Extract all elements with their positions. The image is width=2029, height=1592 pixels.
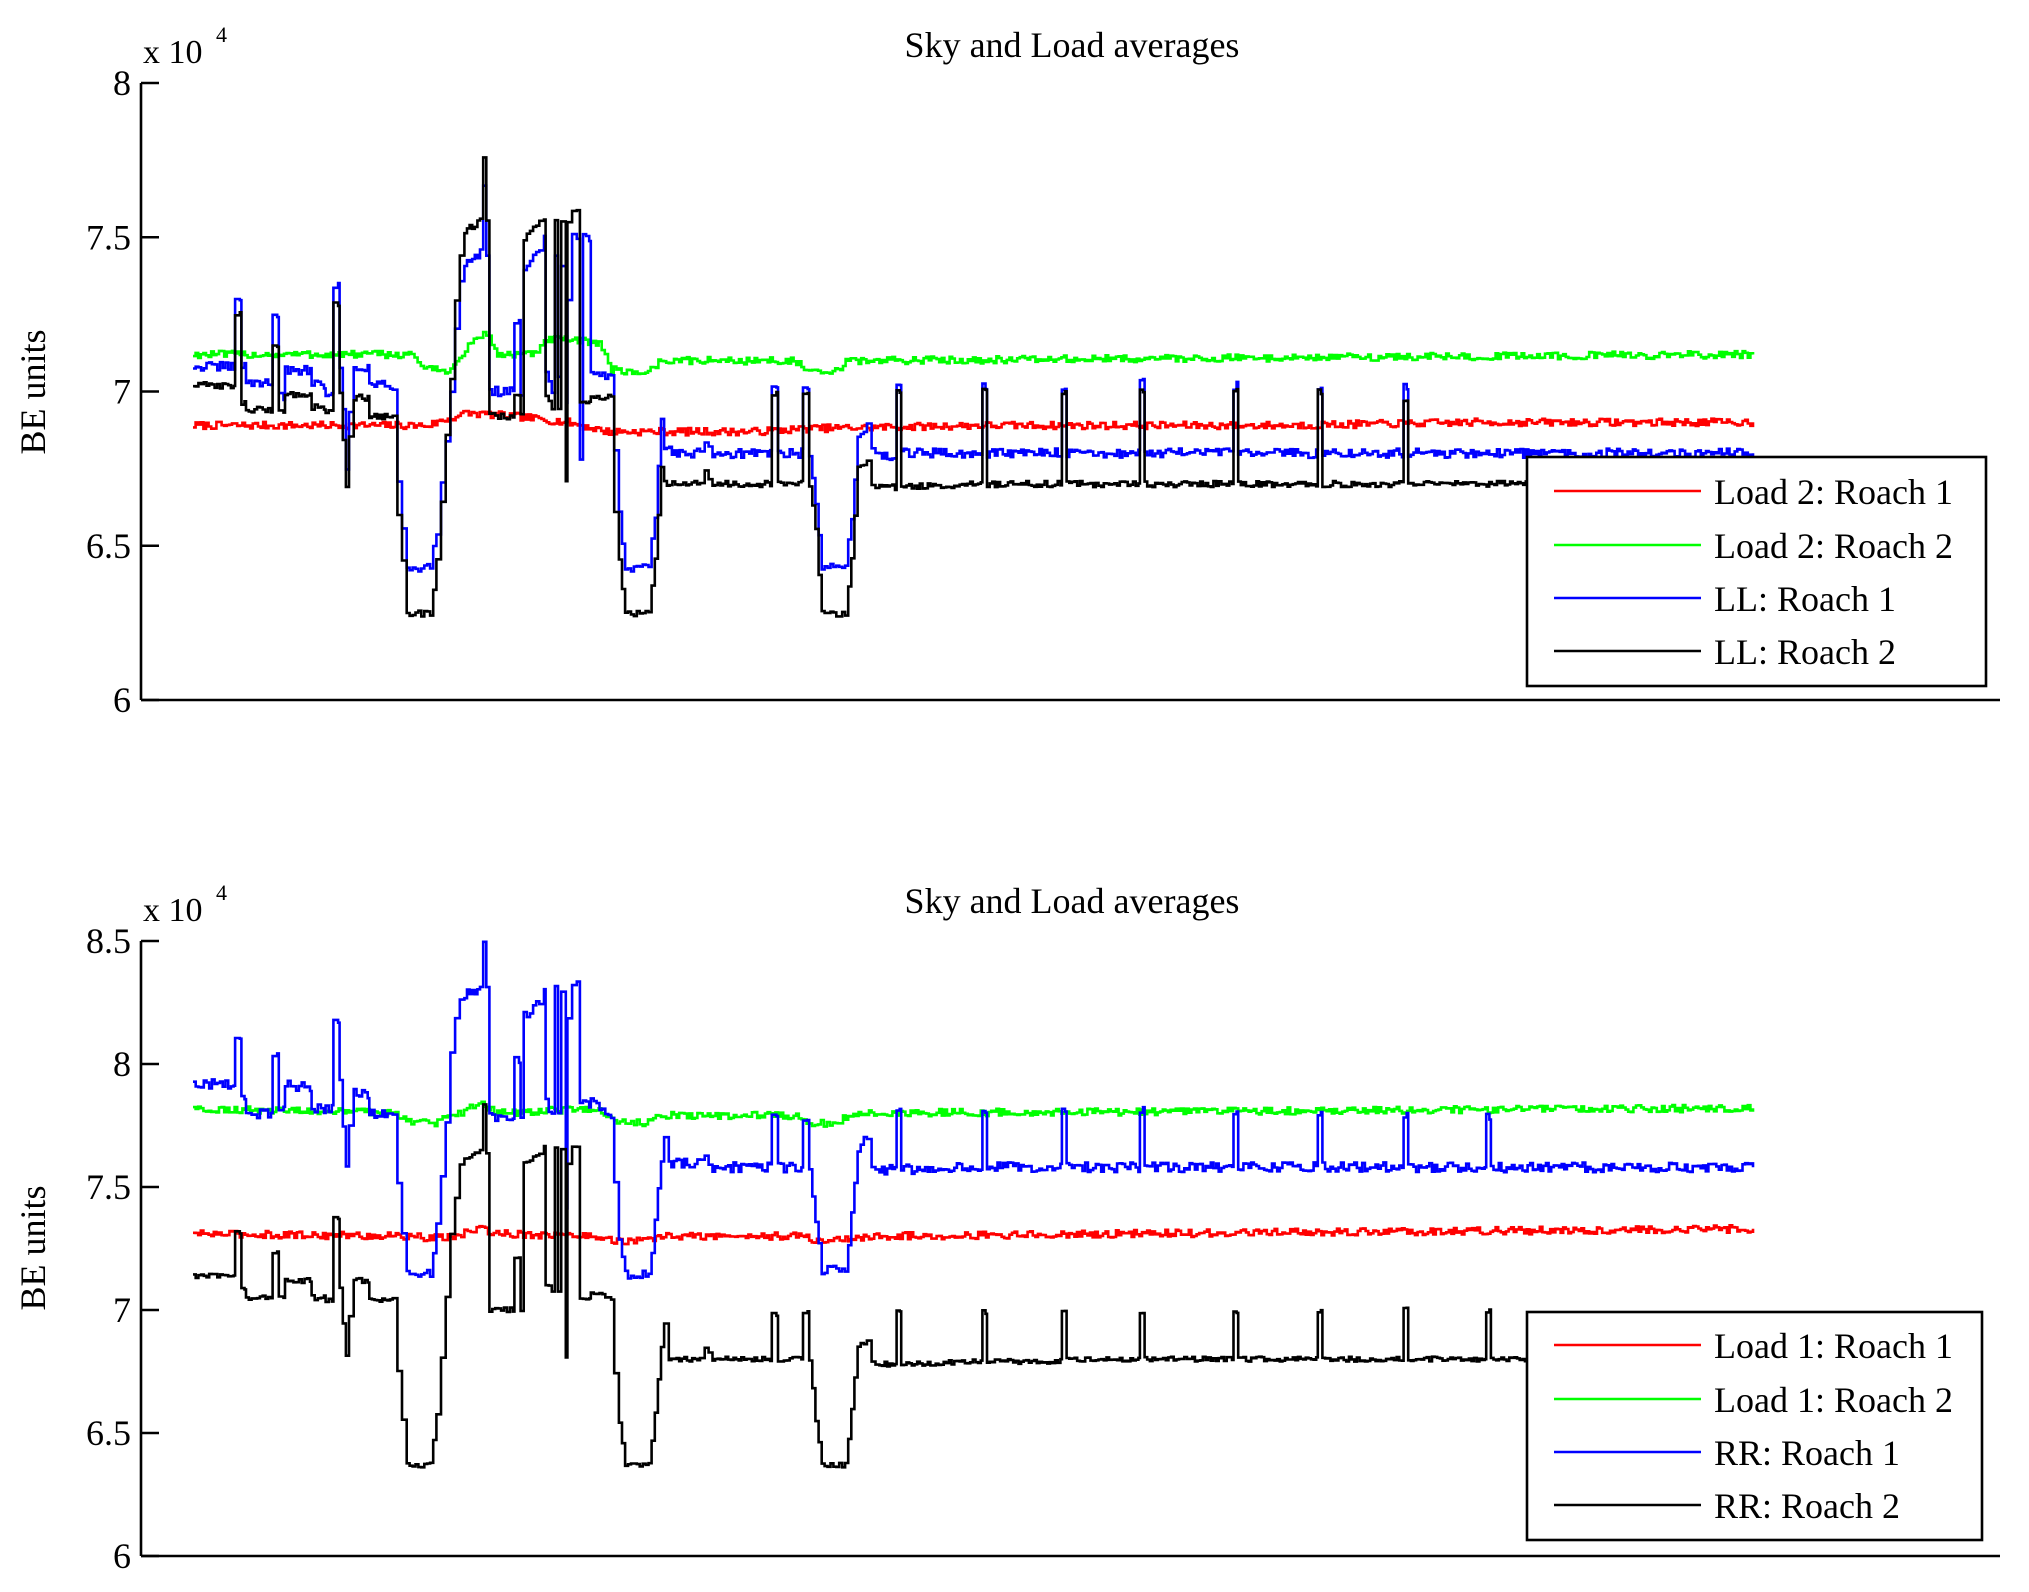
chart-title: Sky and Load averages <box>905 25 1240 65</box>
legend: Load 2: Roach 1 Load 2: Roach 2 LL: Roach … <box>1525 455 1988 688</box>
y-tick-label: 7.5 <box>86 217 131 257</box>
legend-label: Load 2: Roach 1 <box>1714 472 1953 512</box>
legend-item: Load 1: Roach 2 <box>1554 1380 1953 1420</box>
legend-label: LL: Roach 1 <box>1714 579 1896 619</box>
y-tick-label: 8.5 <box>86 921 131 961</box>
legend-item: LL: Roach 1 <box>1554 579 1896 619</box>
y-multiplier-exponent: 4 <box>216 22 227 47</box>
legend-item: Load 1: Roach 1 <box>1554 1326 1953 1366</box>
legend-label: RR: Roach 1 <box>1714 1433 1900 1473</box>
legend: Load 1: Roach 1 Load 1: Roach 2 RR: Roach … <box>1525 1310 1984 1542</box>
legend-label: Load 2: Roach 2 <box>1714 526 1953 566</box>
series-line-rr-roach-2 <box>193 1103 1755 1469</box>
series-line-load-2-roach-1 <box>193 409 1755 437</box>
series-line-load-1-roach-2 <box>193 1100 1755 1128</box>
series-line-load-1-roach-1 <box>193 1224 1755 1246</box>
y-tick-label: 8 <box>113 1044 131 1084</box>
legend-item: Load 2: Roach 2 <box>1554 526 1953 566</box>
y-multiplier: x 10 4 <box>143 880 227 929</box>
y-tick-label: 6 <box>113 1536 131 1576</box>
legend-label: Load 1: Roach 2 <box>1714 1380 1953 1420</box>
series-line-rr-roach-1 <box>193 940 1755 1280</box>
y-tick-label: 7 <box>113 372 131 412</box>
y-multiplier: x 10 4 <box>143 22 227 71</box>
y-tick-label: 6.5 <box>86 1413 131 1453</box>
y-multiplier-exponent: 4 <box>216 880 227 905</box>
legend-box <box>1525 1310 1984 1542</box>
chart-title: Sky and Load averages <box>905 881 1240 921</box>
y-multiplier-base: x 10 <box>143 34 203 71</box>
series-line-load-2-roach-2 <box>193 330 1755 376</box>
y-tick-label: 7 <box>113 1290 131 1330</box>
legend-label: Load 1: Roach 1 <box>1714 1326 1953 1366</box>
y-tick-label: 6.5 <box>86 526 131 566</box>
y-axis-label: BE units <box>13 1185 53 1310</box>
chart-top: Sky and Load averages x 10 4 BE units 66… <box>13 22 2000 720</box>
legend-item: LL: Roach 2 <box>1554 632 1896 672</box>
legend-label: RR: Roach 2 <box>1714 1486 1900 1526</box>
legend-box <box>1525 455 1988 688</box>
plot-area <box>193 940 1755 1469</box>
y-tick-label: 8 <box>113 63 131 103</box>
plot-area <box>193 156 1755 618</box>
y-ticks: 6 6.5 7 7.5 8 <box>86 63 159 720</box>
legend-item: RR: Roach 1 <box>1554 1433 1900 1473</box>
y-axis-label: BE units <box>13 329 53 454</box>
y-tick-label: 7.5 <box>86 1167 131 1207</box>
series-line-ll-roach-1 <box>193 184 1755 573</box>
y-tick-label: 6 <box>113 680 131 720</box>
y-ticks: 6 6.5 7 7.5 8 8.5 <box>86 921 159 1576</box>
series-line-ll-roach-2 <box>193 156 1755 618</box>
axes <box>139 941 2000 1558</box>
legend-item: Load 2: Roach 1 <box>1554 472 1953 512</box>
chart-bottom: Sky and Load averages x 10 4 BE units 66… <box>13 880 2000 1576</box>
legend-label: LL: Roach 2 <box>1714 632 1896 672</box>
legend-item: RR: Roach 2 <box>1554 1486 1900 1526</box>
y-multiplier-base: x 10 <box>143 892 203 929</box>
